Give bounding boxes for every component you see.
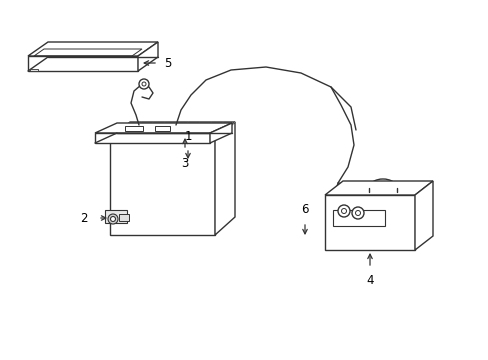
- Polygon shape: [414, 181, 432, 250]
- Polygon shape: [325, 195, 414, 250]
- Polygon shape: [209, 123, 231, 143]
- Text: 6: 6: [301, 203, 308, 216]
- Polygon shape: [138, 42, 158, 71]
- Polygon shape: [28, 56, 138, 71]
- Polygon shape: [171, 126, 183, 131]
- Polygon shape: [134, 126, 147, 131]
- Polygon shape: [119, 214, 129, 221]
- Polygon shape: [125, 126, 142, 131]
- Circle shape: [139, 79, 149, 89]
- Bar: [332, 210, 384, 226]
- Text: 3: 3: [181, 157, 188, 170]
- Polygon shape: [28, 42, 158, 56]
- Polygon shape: [30, 69, 38, 71]
- Polygon shape: [105, 210, 127, 223]
- Text: 2: 2: [81, 212, 88, 225]
- Circle shape: [337, 205, 349, 217]
- Circle shape: [351, 207, 363, 219]
- Text: 4: 4: [366, 274, 373, 287]
- Polygon shape: [110, 122, 235, 140]
- Polygon shape: [325, 181, 432, 195]
- Text: 1: 1: [184, 130, 191, 143]
- Text: 5: 5: [163, 57, 171, 69]
- Polygon shape: [155, 126, 170, 131]
- Circle shape: [110, 216, 115, 221]
- Polygon shape: [95, 133, 209, 143]
- Polygon shape: [215, 122, 235, 235]
- Circle shape: [108, 214, 118, 224]
- Polygon shape: [110, 140, 215, 235]
- Polygon shape: [95, 123, 231, 133]
